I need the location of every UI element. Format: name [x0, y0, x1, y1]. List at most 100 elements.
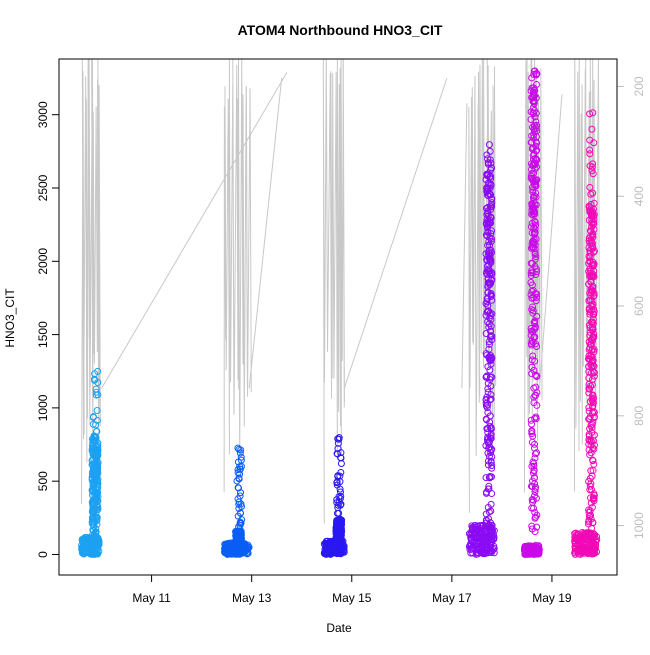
data-point	[320, 540, 328, 548]
data-point	[577, 537, 585, 545]
data-point	[590, 413, 598, 421]
data-point	[336, 488, 344, 496]
data-point	[92, 525, 100, 533]
data-point	[589, 319, 597, 327]
x-tick-label: May 17	[432, 591, 472, 605]
data-point	[531, 181, 539, 189]
y-tick-label: 3000	[36, 101, 50, 128]
data-point	[588, 337, 596, 345]
data-point	[488, 336, 496, 344]
data-point	[587, 515, 595, 523]
data-point	[530, 393, 538, 401]
data-point	[236, 465, 244, 473]
data-point	[590, 305, 598, 313]
data-point	[528, 229, 536, 237]
data-point	[587, 190, 595, 198]
data-point	[532, 193, 540, 201]
data-point	[585, 407, 593, 415]
data-point	[487, 448, 495, 456]
data-point	[528, 219, 536, 227]
data-point	[486, 356, 494, 364]
data-point	[588, 503, 596, 511]
data-point	[483, 372, 491, 380]
data-point	[488, 296, 496, 304]
data-point	[528, 281, 536, 289]
data-point	[484, 385, 492, 393]
data-point	[482, 442, 490, 450]
right-axis-transit-line	[101, 72, 288, 389]
data-point	[532, 513, 540, 521]
data-point	[89, 513, 97, 521]
data-point	[476, 537, 484, 545]
data-point	[590, 546, 598, 554]
data-point	[582, 548, 590, 556]
data-point	[533, 511, 541, 519]
data-point	[237, 446, 245, 454]
data-point	[532, 118, 540, 126]
data-point	[589, 315, 597, 323]
data-point	[586, 207, 594, 215]
data-point	[93, 416, 101, 424]
data-point	[586, 385, 594, 393]
data-point	[589, 391, 597, 399]
data-point	[586, 150, 594, 158]
data-point	[484, 538, 492, 546]
data-point	[468, 526, 476, 534]
data-point	[479, 550, 487, 558]
data-point	[587, 291, 595, 299]
data-point	[333, 528, 341, 536]
data-point	[529, 162, 537, 170]
data-point	[483, 223, 491, 231]
data-point	[530, 84, 538, 92]
data-point	[487, 430, 495, 438]
plot-frame	[58, 58, 618, 576]
data-point	[585, 477, 593, 485]
right-y-tick-label: 200	[632, 76, 646, 96]
data-point	[234, 469, 242, 477]
data-point	[589, 208, 597, 216]
data-point	[236, 518, 244, 526]
data-point	[589, 170, 597, 178]
data-point	[236, 470, 244, 478]
data-point	[93, 428, 101, 436]
data-point	[488, 445, 496, 453]
data-point	[486, 269, 494, 277]
data-point	[588, 167, 596, 175]
data-point	[485, 473, 493, 481]
data-point	[473, 543, 481, 551]
data-point	[532, 253, 540, 261]
data-point	[530, 224, 538, 232]
data-point	[92, 542, 100, 550]
data-point	[484, 241, 492, 249]
data-point	[587, 441, 595, 449]
data-point	[531, 113, 539, 121]
data-point	[531, 485, 539, 493]
data-point	[487, 434, 495, 442]
data-point	[531, 357, 539, 365]
data-point	[530, 333, 538, 341]
x-tick-label: May 19	[532, 591, 572, 605]
data-point	[93, 406, 101, 414]
data-point	[580, 529, 588, 537]
y-tick-label: 1000	[36, 394, 50, 421]
data-point	[589, 310, 597, 318]
data-point	[531, 392, 539, 400]
data-point	[571, 545, 579, 553]
data-point	[235, 498, 243, 506]
data-point	[466, 541, 474, 549]
data-point	[321, 549, 329, 557]
data-point	[533, 70, 541, 78]
data-point	[533, 372, 541, 380]
x-axis-label: Date	[326, 621, 352, 635]
data-point	[587, 538, 595, 546]
data-point	[79, 540, 87, 548]
data-point	[484, 228, 492, 236]
y-tick-label: 500	[36, 471, 50, 491]
data-point	[588, 125, 596, 133]
data-point	[585, 237, 593, 245]
data-point	[532, 138, 540, 146]
data-point	[531, 492, 539, 500]
data-point	[489, 533, 497, 541]
data-point	[467, 534, 475, 542]
data-point	[487, 237, 495, 245]
